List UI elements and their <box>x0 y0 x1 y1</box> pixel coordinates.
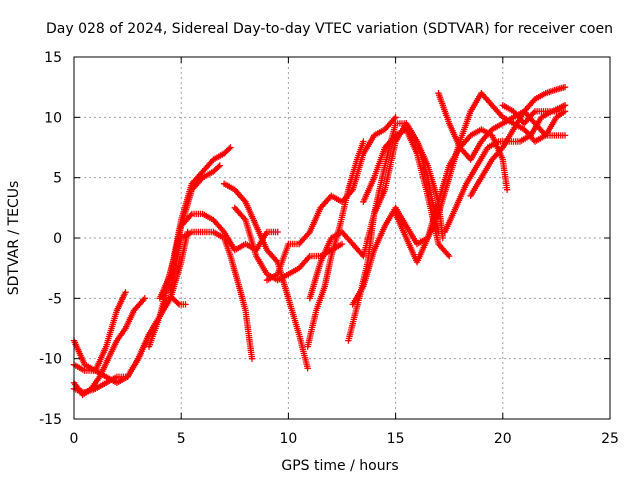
data-series-track-4 <box>70 295 189 396</box>
axis-ticks: 0 5 10 15 20 25 -15 -10 -5 0 5 10 15 <box>39 50 619 447</box>
data-series-track-18 <box>435 84 569 163</box>
chart-title: Day 028 of 2024, Sidereal Day-to-day VTE… <box>46 21 613 37</box>
data-series-track-12 <box>304 138 367 350</box>
y-tick-label: 15 <box>44 50 62 66</box>
gridlines <box>74 57 610 419</box>
y-tick-label: 0 <box>53 231 62 247</box>
data-point-markers <box>441 102 569 236</box>
y-tick-label: 5 <box>53 171 62 187</box>
x-tick-label: 25 <box>601 431 619 447</box>
x-tick-label: 5 <box>177 431 186 447</box>
data-series-track-10 <box>231 204 346 284</box>
x-tick-label: 20 <box>494 431 512 447</box>
data-markers <box>70 84 569 399</box>
data-point-markers <box>231 204 346 284</box>
data-series-track-16 <box>360 126 453 260</box>
data-point-markers <box>167 228 256 362</box>
x-tick-label: 15 <box>387 431 405 447</box>
data-point-markers <box>70 295 189 396</box>
y-tick-label: -10 <box>39 352 62 368</box>
x-tick-label: 0 <box>70 431 79 447</box>
x-tick-label: 10 <box>279 431 297 447</box>
data-point-markers <box>499 102 569 127</box>
y-axis-label: SDTVAR / TECUs <box>6 181 22 296</box>
data-series-track-19 <box>441 102 569 236</box>
data-point-markers <box>360 126 453 260</box>
data-series-track-8 <box>167 228 256 362</box>
x-axis-label: GPS time / hours <box>281 458 398 474</box>
data-point-markers <box>304 138 367 350</box>
data-point-markers <box>435 84 569 163</box>
y-tick-label: 10 <box>44 110 62 126</box>
data-series-track-21 <box>499 102 569 127</box>
y-tick-label: -15 <box>39 412 62 428</box>
y-tick-label: -5 <box>48 291 62 307</box>
